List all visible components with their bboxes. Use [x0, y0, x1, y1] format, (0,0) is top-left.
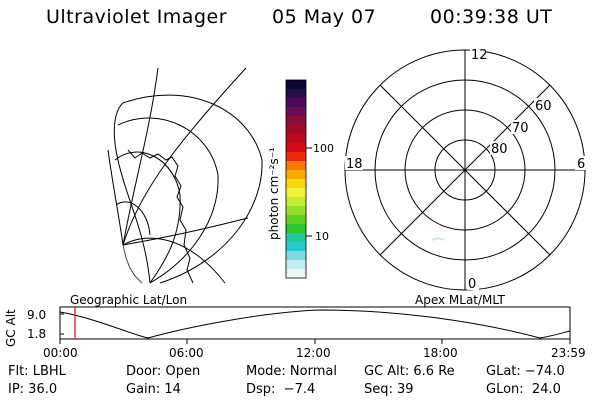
mlt-label-bottom: 0: [468, 277, 476, 292]
colorbar-cell: [286, 89, 306, 99]
meridian-1: [122, 67, 247, 246]
polar-diag-2: [379, 84, 551, 256]
mlt-label-top: 12: [471, 48, 488, 63]
colorbar-cells: [286, 80, 306, 279]
info-mode: Mode: Normal: [246, 364, 337, 379]
colorbar-cell: [286, 134, 306, 144]
lat-circle-4: [115, 201, 151, 236]
info-seq: Seq: 39: [364, 382, 414, 397]
apex-label: Apex MLat/MLT: [415, 293, 505, 307]
altitude-strip: [59, 306, 571, 344]
colorbar-cell: [286, 251, 306, 261]
colorbar-cell: [286, 224, 306, 234]
coastline-inner: [122, 244, 143, 284]
colorbar-cell: [286, 242, 306, 252]
lat-circle-1: [122, 94, 263, 284]
info-gc-alt: GC Alt: 6.6 Re: [364, 364, 455, 379]
colorbar-tick-label-10: 10: [315, 230, 329, 243]
colorbar-cell: [286, 260, 306, 270]
colorbar-frame: [285, 79, 307, 279]
alt-tick-high: 9.0: [27, 308, 47, 322]
colorbar-cell: [286, 98, 306, 108]
info-ip: IP: 36.0: [8, 382, 58, 397]
colorbar-tick-label-100: 100: [313, 142, 334, 155]
polar-labels: 12 6 18 0 60 70 80: [345, 48, 587, 292]
colorbar-unit-label: photon cm⁻²s⁻¹: [267, 147, 281, 240]
altitude-curve: [59, 309, 571, 339]
info-door: Door: Open: [126, 364, 201, 379]
info-dsp: Dsp: −7.4: [246, 382, 316, 397]
colorbar-cell: [286, 269, 306, 279]
x-tick-0: 00:00: [43, 346, 78, 360]
geographic-map: [107, 67, 263, 284]
colorbar-cell: [286, 107, 306, 117]
meridian-5: [122, 237, 226, 284]
colorbar-cell: [286, 179, 306, 189]
colorbar-cell: [286, 233, 306, 243]
polar-plot: [344, 49, 586, 291]
colorbar-cell: [286, 125, 306, 135]
colorbar-cell: [286, 215, 306, 225]
x-tick-4: 23:59: [551, 346, 586, 360]
info-gain: Gain: 14: [126, 382, 181, 397]
time-label: 00:39:38 UT: [430, 6, 553, 28]
mlt-label-left: 18: [346, 157, 363, 172]
lat-circle-2: [117, 117, 219, 284]
x-tick-1: 06:00: [169, 346, 204, 360]
colorbar-cell: [286, 80, 306, 90]
colorbar-cell: [286, 197, 306, 207]
colorbar-cell: [286, 152, 306, 162]
colorbar-cell: [286, 143, 306, 153]
coastline: [127, 149, 194, 284]
colorbar-cell: [286, 161, 306, 171]
info-glat: GLat: −74.0: [486, 364, 565, 379]
x-tick-3: 18:00: [423, 346, 458, 360]
alt-axis-label: GC Alt: [4, 309, 18, 347]
colorbar-cell: [286, 170, 306, 180]
meridian-4: [107, 149, 124, 246]
faint-emission: [431, 237, 445, 241]
lat-label-70: 70: [512, 121, 529, 136]
colorbar: 100 10 photon cm⁻²s⁻¹: [267, 79, 334, 279]
lat-circle-3: [114, 151, 181, 284]
geographic-label: Geographic Lat/Lon: [70, 293, 188, 307]
alt-tick-low: 1.8: [27, 327, 47, 341]
colorbar-cell: [286, 206, 306, 216]
instrument-title: Ultraviolet Imager: [46, 6, 228, 28]
mlt-label-right: 6: [577, 157, 585, 172]
info-glon: GLon: 24.0: [486, 382, 561, 397]
x-tick-2: 12:00: [296, 346, 331, 360]
lat-label-80: 80: [491, 142, 508, 157]
meridian-3: [122, 217, 249, 246]
date-label: 05 May 07: [272, 6, 377, 28]
info-flt: Flt: LBHL: [8, 364, 66, 379]
globe-limb: [113, 102, 151, 284]
lat-label-60: 60: [535, 99, 552, 114]
colorbar-cell: [286, 188, 306, 198]
meridian-2: [122, 67, 159, 246]
colorbar-cell: [286, 116, 306, 126]
